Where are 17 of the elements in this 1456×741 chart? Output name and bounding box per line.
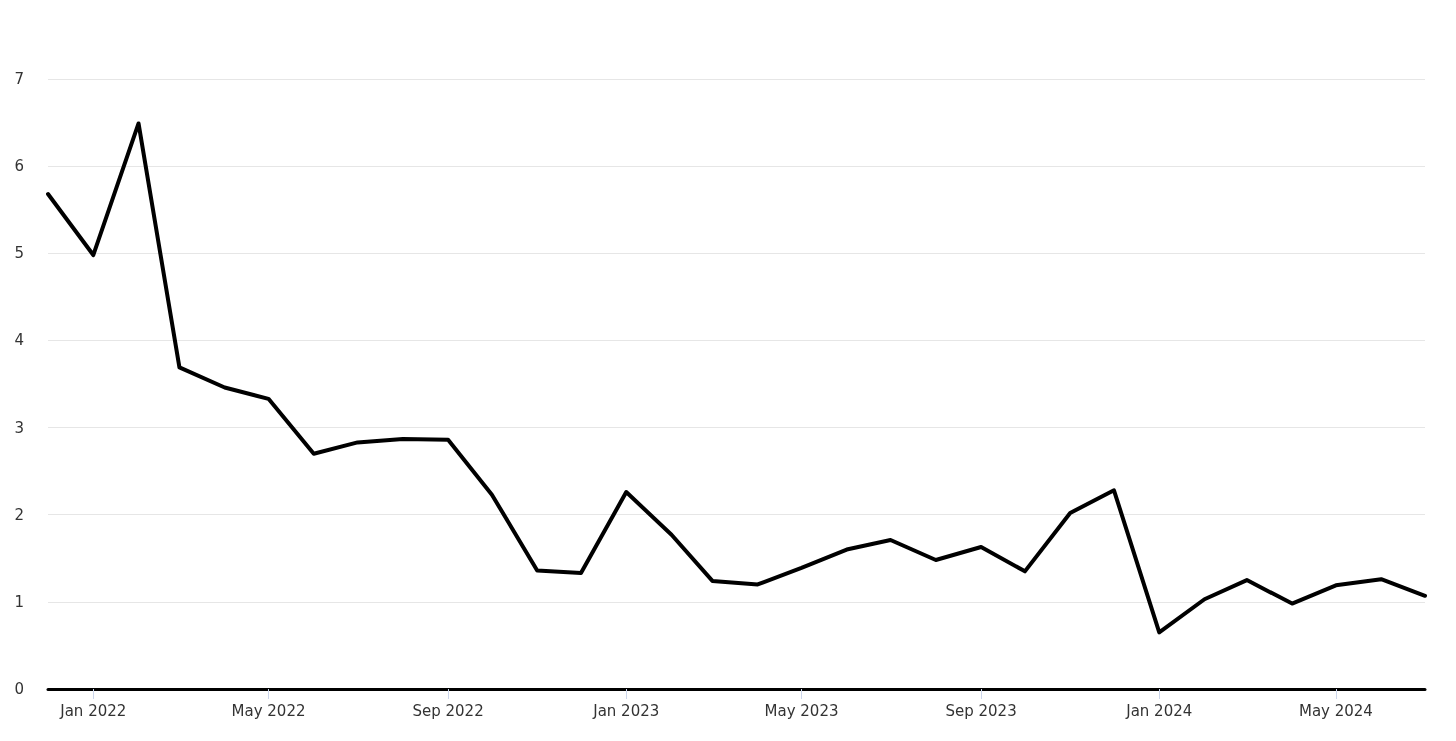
line-series (46, 121, 1427, 635)
x-tick-label: Sep 2022 (412, 701, 484, 720)
x-tick-label: May 2022 (231, 701, 306, 720)
x-tick-label: Sep 2023 (945, 701, 1017, 720)
y-tick-label: 6 (14, 157, 24, 176)
y-tick-label: 2 (14, 505, 24, 524)
y-tick-label: 1 (14, 592, 24, 611)
x-tick-label: Jan 2022 (59, 701, 127, 720)
y-tick-label: 3 (14, 418, 24, 437)
y-tick-label: 0 (14, 680, 24, 698)
y-tick-label: 5 (14, 244, 24, 263)
x-tick-label: May 2023 (764, 701, 839, 720)
x-tick-label: Jan 2024 (1125, 701, 1193, 720)
x-tick-label: Jan 2023 (592, 701, 660, 720)
y-tick-label: 7 (14, 70, 24, 88)
x-tick-label: May 2024 (1298, 701, 1373, 720)
y-tick-label: 4 (14, 331, 24, 350)
